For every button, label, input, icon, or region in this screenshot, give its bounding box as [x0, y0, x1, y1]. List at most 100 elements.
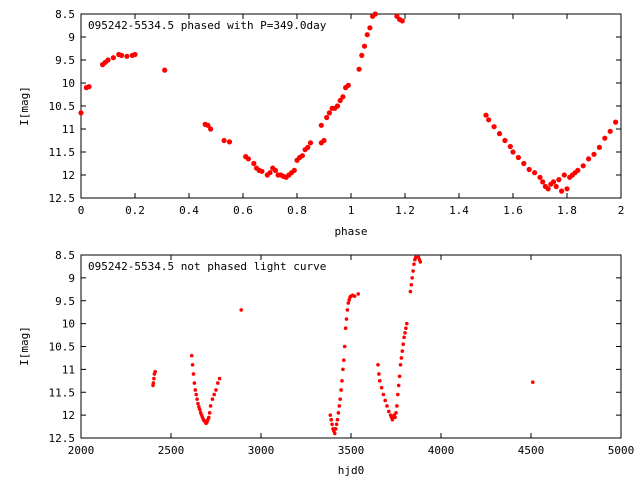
data-point	[398, 363, 403, 367]
data-point	[356, 66, 362, 72]
data-point	[412, 262, 416, 266]
data-point	[402, 335, 406, 340]
data-point	[78, 110, 84, 116]
y-tick-label: 9	[68, 31, 75, 44]
data-point	[347, 298, 352, 302]
data-point	[405, 321, 409, 326]
data-point	[330, 422, 334, 427]
plot-frame	[80, 13, 622, 199]
data-point	[321, 137, 327, 144]
data-point	[333, 431, 337, 436]
data-point	[337, 97, 343, 104]
data-point	[217, 376, 222, 381]
data-point	[226, 139, 233, 145]
data-point	[210, 397, 215, 401]
data-point	[105, 57, 111, 63]
data-point	[526, 166, 532, 173]
data-point	[556, 177, 562, 183]
x-tick-label: 1.8	[557, 204, 577, 217]
data-point	[515, 154, 522, 161]
data-point	[341, 367, 345, 372]
data-point	[550, 179, 557, 185]
data-point	[575, 167, 581, 173]
data-point	[537, 174, 543, 180]
y-axis-label: I[mag]	[18, 86, 31, 126]
data-point	[545, 186, 551, 192]
data-point	[272, 167, 278, 173]
data-point	[564, 186, 570, 192]
y-axis-label: I[mag]	[18, 326, 31, 366]
data-point	[410, 276, 415, 280]
x-axis-label: hjd0	[338, 464, 365, 477]
data-point	[189, 353, 194, 358]
x-tick-label: 3500	[338, 444, 365, 457]
y-tick-label: 8.5	[55, 8, 75, 21]
y-tick-label: 12.5	[49, 432, 76, 445]
data-point	[214, 388, 218, 392]
data-point	[205, 122, 211, 128]
data-point	[329, 417, 334, 422]
data-point	[192, 381, 197, 385]
data-point	[162, 67, 168, 73]
data-point	[414, 255, 418, 260]
data-point	[352, 294, 357, 298]
x-tick-label: 0.8	[287, 204, 307, 217]
data-point	[553, 183, 559, 190]
x-tick-label: 1.6	[503, 204, 523, 217]
data-point	[337, 404, 342, 408]
data-point	[207, 411, 212, 415]
data-point	[118, 52, 125, 59]
data-point	[305, 144, 311, 150]
y-tick-label: 10	[62, 318, 75, 331]
phased-light-curve-panel: 095242-5534.5 phased with P=349.0day pha…	[18, 8, 624, 238]
y-tick-label: 10.5	[49, 341, 76, 354]
data-point	[387, 409, 391, 414]
data-point	[345, 308, 350, 312]
data-point	[251, 160, 257, 167]
data-point	[207, 415, 211, 420]
data-point	[396, 392, 400, 397]
data-point	[195, 397, 199, 401]
data-point	[340, 94, 346, 100]
data-point	[531, 380, 535, 384]
data-point	[510, 149, 516, 155]
x-axis-label: phase	[334, 225, 367, 238]
data-point	[339, 388, 343, 392]
data-point	[401, 342, 406, 347]
y-tick-label: 9	[68, 272, 75, 285]
data-point	[502, 137, 508, 144]
data-point	[194, 392, 198, 397]
x-tick-label: 4000	[428, 444, 455, 457]
data-point	[356, 292, 361, 296]
data-point	[334, 422, 339, 427]
data-points	[151, 255, 535, 436]
data-point	[342, 358, 346, 363]
data-point	[359, 52, 365, 59]
data-point	[124, 53, 130, 59]
y-tick-label: 11.5	[49, 146, 76, 159]
data-point	[395, 404, 399, 408]
x-tick-label: 0.4	[179, 204, 199, 217]
data-point	[344, 317, 349, 321]
data-point	[491, 124, 497, 130]
data-point	[409, 282, 414, 287]
data-point	[191, 372, 196, 376]
x-tick-label: 5000	[608, 444, 635, 457]
data-point	[403, 330, 407, 335]
data-point	[245, 156, 251, 162]
data-point	[190, 363, 195, 367]
y-tick-label: 11.5	[49, 386, 76, 399]
chart-title: 095242-5534.5 not phased light curve	[88, 260, 326, 273]
data-point	[591, 151, 597, 157]
data-point	[343, 326, 348, 331]
y-tick-label: 12	[62, 169, 75, 182]
x-tick-label: 1.2	[395, 204, 415, 217]
data-point	[152, 376, 156, 381]
data-point	[596, 144, 603, 150]
data-point	[540, 179, 546, 185]
unphased-light-curve-panel: 095242-5534.5 not phased light curve hjd…	[18, 249, 634, 477]
data-point	[239, 308, 243, 312]
data-point	[586, 156, 592, 162]
data-point	[486, 117, 492, 123]
data-point	[507, 143, 513, 150]
